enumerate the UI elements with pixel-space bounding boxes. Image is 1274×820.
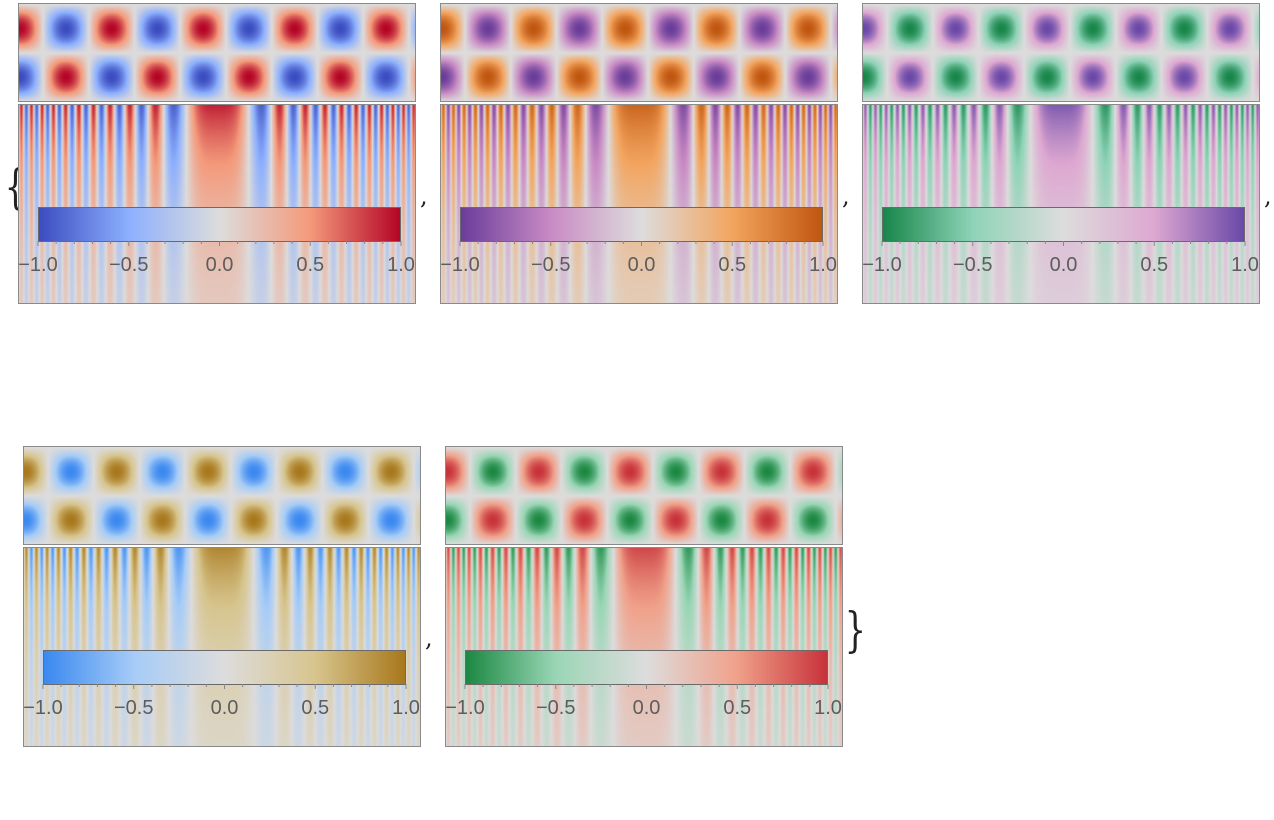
wave-density-plot [18,3,416,102]
legend-tick-label: −0.5 [114,697,153,719]
wave-density-plot [445,446,843,545]
legend-tick-label: 0.0 [206,254,234,276]
legend-axis: −1.0 −0.5 0.0 0.5 1.0 [862,241,1259,276]
legend-tick-label: 0.0 [211,697,239,719]
legend-tick-label: 1.0 [809,254,837,276]
legend-tick-label: −1.0 [23,697,62,719]
frequency-density-plot [862,104,1260,304]
legend-tick-label: 1.0 [814,697,842,719]
legend-tick-label: 0.5 [723,697,751,719]
legend-tick-label: −1.0 [440,254,479,276]
legend-axis: −1.0 −0.5 0.0 0.5 1.0 [440,241,837,276]
frequency-density-plot [18,104,416,304]
frequency-density-plot [445,547,843,747]
legend-axis: −1.0 −0.5 0.0 0.5 1.0 [445,684,842,719]
close-brace: } [844,602,866,658]
legend-tick-label: −0.5 [536,697,575,719]
frequency-density-plot [23,547,421,747]
legend-tick-label: 1.0 [1231,254,1259,276]
legend-tick-label: 0.0 [628,254,656,276]
color-legend-bar [43,650,406,685]
comma-separator: , [420,182,428,210]
comma-separator: , [1264,182,1272,210]
legend-tick-label: 0.5 [1140,254,1168,276]
comma-separator: , [425,624,433,652]
color-legend-bar [460,207,823,242]
legend-tick-label: −1.0 [18,254,57,276]
color-legend-bar [465,650,828,685]
legend-tick-label: 0.5 [718,254,746,276]
legend-tick-label: 0.0 [1050,254,1078,276]
comma-separator: , [842,182,850,210]
wave-density-plot [23,446,421,545]
color-legend-bar [38,207,401,242]
legend-tick-label: 0.5 [301,697,329,719]
legend-tick-label: −1.0 [445,697,484,719]
legend-tick-label: −0.5 [109,254,148,276]
legend-axis: −1.0 −0.5 0.0 0.5 1.0 [23,684,420,719]
color-legend-bar [882,207,1245,242]
legend-tick-label: −0.5 [953,254,992,276]
wave-density-plot [862,3,1260,102]
legend-tick-label: −1.0 [862,254,901,276]
legend-tick-label: 0.0 [633,697,661,719]
legend-tick-label: 1.0 [387,254,415,276]
legend-tick-label: −0.5 [531,254,570,276]
legend-tick-label: 1.0 [392,697,420,719]
frequency-density-plot [440,104,838,304]
wave-density-plot [440,3,838,102]
legend-axis: −1.0 −0.5 0.0 0.5 1.0 [18,241,415,276]
legend-tick-label: 0.5 [296,254,324,276]
